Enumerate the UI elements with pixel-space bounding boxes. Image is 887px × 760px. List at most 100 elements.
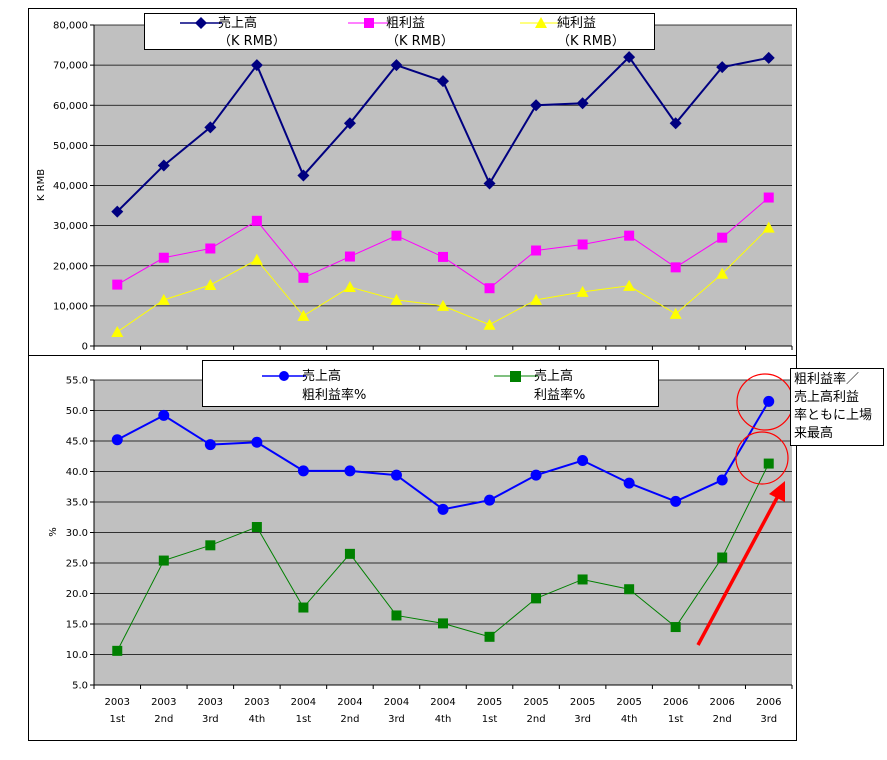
y-tick-label: 35.0 — [66, 498, 88, 509]
triangle-marker — [483, 318, 496, 330]
svg-text:売上高: 売上高 — [534, 368, 573, 384]
x-tick-label-year: 2003 — [105, 697, 130, 708]
circle-marker — [111, 434, 123, 446]
y-tick-label: 40,000 — [53, 181, 88, 192]
x-tick-label-quarter: 3rd — [388, 714, 405, 725]
square-marker — [251, 215, 262, 226]
top-legend: 売上高 （K RMB） 粗利益 （K RMB） 純利益 （K RMB） — [144, 13, 655, 50]
svg-text:粗利益率%: 粗利益率% — [302, 387, 366, 403]
diamond-marker-icon — [195, 17, 207, 29]
x-tick-label-year: 2003 — [151, 697, 176, 708]
x-tick-label-quarter: 2nd — [527, 714, 546, 725]
y-tick-label: 30,000 — [53, 221, 88, 232]
annotation-callout: 粗利益率／ 売上高利益 率ともに上場 来最高 — [790, 368, 884, 446]
x-tick-label-year: 2005 — [570, 697, 595, 708]
x-tick-label-quarter: 3rd — [760, 714, 777, 725]
x-tick-label-year: 2006 — [663, 697, 688, 708]
square-marker — [531, 245, 542, 256]
triangle-marker — [669, 307, 682, 319]
svg-text:売上高: 売上高 — [302, 368, 341, 384]
circle-marker — [437, 503, 449, 515]
circle-marker — [530, 469, 542, 481]
triangle-marker — [576, 285, 589, 297]
square-marker — [344, 548, 355, 559]
square-marker — [112, 279, 123, 290]
x-tick-label-quarter: 3rd — [574, 714, 591, 725]
x-tick-label-quarter: 2nd — [713, 714, 732, 725]
square-marker — [438, 251, 448, 262]
circle-marker — [670, 495, 682, 507]
svg-text:利益率%: 利益率% — [534, 387, 585, 403]
top-y-axis-label: K RMB — [36, 169, 47, 201]
svg-text:（K RMB）: （K RMB） — [218, 34, 286, 49]
square-marker — [577, 574, 588, 585]
square-marker — [577, 239, 588, 250]
diamond-marker — [204, 121, 217, 134]
circle-marker — [158, 409, 170, 421]
triangle-marker — [623, 279, 636, 291]
bottom-legend: 売上高 粗利益率% 売上高 利益率% — [202, 360, 659, 407]
diamond-marker — [576, 97, 589, 110]
diamond-marker — [623, 51, 636, 64]
square-marker — [484, 631, 495, 642]
diamond-marker — [716, 61, 729, 74]
circle-marker — [716, 474, 728, 486]
triangle-marker — [716, 267, 729, 279]
diamond-marker — [297, 169, 310, 182]
y-tick-label: 60,000 — [53, 101, 88, 112]
y-tick-label: 10,000 — [53, 301, 88, 312]
x-tick-label-year: 2006 — [709, 697, 734, 708]
y-tick-label: 0 — [82, 342, 88, 353]
annotation-line: 粗利益率／ — [794, 372, 860, 387]
circle-marker — [577, 455, 589, 467]
y-tick-label: 55.0 — [66, 376, 88, 387]
y-tick-label: 20,000 — [53, 261, 88, 272]
annotation-line: 売上高利益 — [794, 390, 860, 405]
circle-marker — [484, 494, 496, 506]
diamond-marker — [530, 99, 543, 112]
y-tick-label: 45.0 — [66, 437, 88, 448]
circle-marker — [623, 477, 635, 489]
y-tick-label: 15.0 — [66, 620, 88, 631]
x-tick-label-year: 2005 — [616, 697, 641, 708]
triangle-marker — [204, 279, 217, 291]
square-marker — [624, 584, 635, 595]
top-legend-item-net-profit: 純利益 （K RMB） — [520, 16, 625, 49]
triangle-marker — [343, 281, 356, 293]
x-tick-label-year: 2004 — [337, 697, 362, 708]
x-tick-label-year: 2003 — [244, 697, 269, 708]
svg-text:純利益: 純利益 — [557, 16, 596, 31]
square-marker — [205, 540, 216, 551]
diamond-marker — [762, 51, 775, 64]
annotation-line: 率ともに上場 — [794, 408, 873, 423]
diamond-marker — [111, 205, 124, 218]
circle-marker — [204, 439, 216, 451]
triangle-marker — [157, 293, 170, 305]
square-marker — [717, 552, 728, 563]
x-tick-label-quarter: 1st — [482, 714, 498, 725]
square-marker — [484, 283, 495, 294]
triangle-marker — [530, 293, 543, 305]
x-tick-label-year: 2005 — [477, 697, 502, 708]
x-tick-label-quarter: 4th — [435, 714, 452, 725]
y-tick-label: 50,000 — [53, 141, 88, 152]
square-marker — [344, 251, 355, 262]
square-marker — [251, 522, 262, 533]
y-tick-label: 50.0 — [66, 406, 88, 417]
square-marker — [298, 602, 309, 613]
y-tick-label: 80,000 — [53, 21, 88, 32]
diamond-marker — [669, 117, 682, 130]
x-tick-label-quarter: 2nd — [340, 714, 359, 725]
y-tick-label: 40.0 — [66, 467, 88, 478]
y-tick-label: 5.0 — [72, 681, 88, 692]
square-marker — [670, 622, 681, 633]
top-legend-item-sales: 売上高 （K RMB） — [180, 15, 286, 49]
square-marker — [298, 272, 309, 283]
triangle-marker — [297, 309, 310, 321]
x-tick-label-quarter: 4th — [249, 714, 266, 725]
diamond-marker — [390, 59, 403, 72]
square-marker — [717, 232, 728, 243]
top-legend-item-gross-profit: 粗利益 （K RMB） — [348, 16, 454, 49]
square-marker-icon — [510, 371, 521, 382]
